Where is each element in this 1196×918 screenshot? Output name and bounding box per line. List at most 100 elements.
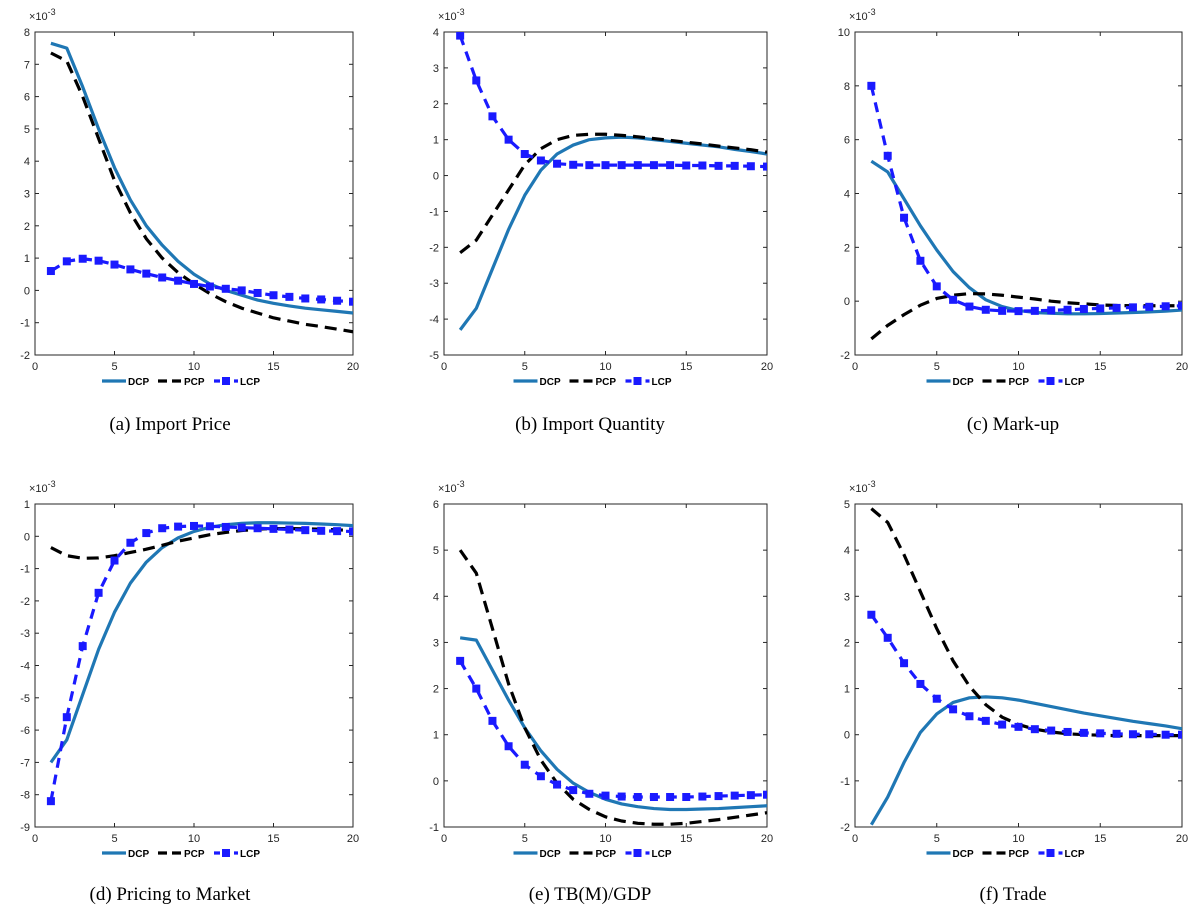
lcp-point [763, 162, 767, 171]
lcp-point [763, 790, 767, 799]
y-tick-label: -5 [429, 350, 439, 362]
legend-marker-lcp [633, 377, 642, 385]
lcp-point [916, 679, 925, 688]
x-tick-label: 5 [934, 361, 940, 373]
lcp-point [221, 284, 230, 293]
lcp-point [456, 656, 465, 665]
x-tick-label: 20 [347, 361, 359, 373]
y-tick-label: -1 [429, 822, 439, 834]
lcp-point [349, 297, 353, 306]
exponent-power: -3 [868, 479, 876, 489]
lcp-point [62, 713, 71, 722]
legend-marker-lcp [633, 849, 642, 857]
y-tick-label: 1 [24, 253, 30, 265]
lcp-point [1161, 730, 1170, 739]
y-tick-label: 1 [844, 684, 850, 696]
legend-label-lcp: LCP [240, 849, 260, 860]
lcp-point [1047, 306, 1056, 315]
lcp-point [333, 296, 342, 305]
y-tick-label: 8 [24, 27, 30, 39]
lcp-point [932, 694, 941, 703]
y-tick-label: -3 [20, 628, 30, 640]
series-line-dcp [459, 636, 767, 812]
lcp-point [174, 276, 183, 285]
lcp-point [633, 793, 642, 802]
lcp-point [714, 792, 723, 801]
x-tick-label: 15 [267, 361, 279, 373]
legend-marker-lcp [1046, 377, 1055, 385]
lcp-point [666, 793, 675, 802]
legend-label-dcp: DCP [128, 377, 149, 388]
lcp-point [981, 716, 990, 725]
lcp-point [1128, 730, 1137, 739]
series-group [46, 41, 353, 334]
lcp-point [142, 269, 151, 278]
y-tick-label: -4 [20, 661, 30, 673]
lcp-point [1079, 304, 1088, 313]
y-tick-label: 4 [844, 189, 850, 201]
y-tick-label: 0 [24, 285, 30, 297]
plot-area [34, 503, 354, 828]
y-exponent-label: ×10-3 [849, 7, 876, 23]
lcp-point [488, 112, 497, 121]
x-tick-label: 0 [32, 833, 38, 845]
y-tick-label: 0 [844, 730, 850, 742]
lcp-point [1128, 303, 1137, 312]
legend-label-pcp: PCP [1009, 849, 1030, 860]
lcp-point [730, 791, 739, 800]
lcp-point [285, 292, 294, 301]
exponent-power: -3 [48, 7, 56, 17]
legend: DCP PCP LCP [926, 849, 1085, 860]
legend-label-dcp: DCP [540, 849, 561, 860]
exponent-power: -3 [457, 479, 465, 489]
lcp-point [932, 282, 941, 291]
x-tick-label: 15 [680, 361, 692, 373]
lcp-point [504, 742, 513, 751]
y-tick-label: -2 [840, 822, 850, 834]
lcp-point [1096, 729, 1105, 738]
series-group [46, 521, 353, 806]
lcp-point [949, 705, 958, 714]
series-line-pcp [459, 132, 767, 254]
y-tick-label: 0 [844, 296, 850, 308]
y-tick-label: -4 [429, 314, 439, 326]
lcp-point [520, 760, 529, 769]
x-tick-label: 0 [32, 361, 38, 373]
lcp-point [1063, 305, 1072, 314]
legend-marker-lcp [222, 377, 230, 385]
legend-label-dcp: DCP [953, 849, 974, 860]
y-tick-label: 4 [433, 27, 439, 39]
legend-label-lcp: LCP [1065, 377, 1085, 388]
y-tick-label: 2 [24, 221, 30, 233]
lcp-point [221, 522, 230, 531]
panel-caption: (b) Import Quantity [515, 414, 665, 435]
lcp-point [456, 32, 465, 40]
series-group [867, 81, 1182, 341]
panel-caption: (f) Trade [979, 884, 1046, 905]
y-tick-label: 2 [433, 684, 439, 696]
lcp-point [46, 797, 55, 806]
lcp-point [301, 526, 310, 535]
x-tick-label: 10 [188, 361, 200, 373]
y-tick-label: 1 [24, 499, 30, 511]
y-tick-label: 3 [24, 189, 30, 201]
lcp-point [553, 780, 562, 789]
legend: DCP PCP LCP [102, 377, 260, 388]
y-tick-label: 3 [433, 637, 439, 649]
lcp-point [536, 772, 545, 781]
legend-marker-lcp [1046, 849, 1055, 857]
lcp-point [883, 151, 892, 160]
x-tick-label: 5 [111, 361, 117, 373]
x-tick-label: 20 [347, 833, 359, 845]
exponent-base: ×10 [438, 483, 457, 495]
legend-label-pcp: PCP [184, 849, 205, 860]
y-tick-label: 2 [433, 99, 439, 111]
legend-label-lcp: LCP [1065, 849, 1085, 860]
y-tick-label: 7 [24, 59, 30, 71]
lcp-point [1178, 730, 1182, 739]
lcp-point [730, 161, 739, 170]
exponent-base: ×10 [438, 11, 457, 23]
